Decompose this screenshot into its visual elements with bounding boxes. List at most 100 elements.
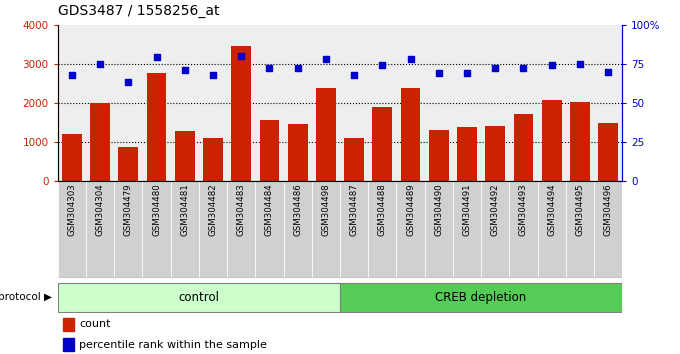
Point (67, 72, 78, 78)
Point (490, 65, 500, 71)
Bar (288, 125, 307, 181)
Bar (114, 25, 143, 181)
Bar (481, 181, 509, 278)
Bar (58, 283, 340, 312)
Bar (429, 130, 449, 181)
Bar (63, 318, 73, 331)
Bar (58, 25, 86, 181)
Bar (284, 25, 312, 181)
Text: percentile rank within the sample: percentile rank within the sample (80, 339, 267, 350)
Text: GSM304483: GSM304483 (237, 183, 245, 236)
Text: GSM304304: GSM304304 (96, 183, 105, 236)
Bar (396, 181, 425, 278)
Bar (86, 25, 114, 181)
Point (207, 72, 218, 78)
Bar (312, 181, 340, 278)
Bar (227, 25, 256, 181)
Point (433, 70, 444, 76)
Bar (538, 25, 566, 181)
Bar (143, 181, 171, 278)
Point (236, 53, 247, 59)
Point (546, 62, 557, 68)
Text: GSM304491: GSM304491 (462, 183, 471, 236)
Point (349, 72, 360, 78)
Bar (58, 181, 86, 278)
Point (462, 70, 473, 76)
Bar (90, 103, 110, 181)
Text: GSM304489: GSM304489 (406, 183, 415, 236)
Text: count: count (80, 319, 111, 330)
Point (602, 69, 613, 74)
Point (264, 65, 275, 71)
Bar (566, 25, 594, 181)
Bar (284, 181, 312, 278)
Bar (425, 181, 453, 278)
Text: GSM304496: GSM304496 (604, 183, 613, 236)
Point (123, 80, 134, 85)
Bar (453, 181, 481, 278)
Bar (425, 25, 453, 181)
Text: CREB depletion: CREB depletion (435, 291, 527, 304)
Bar (340, 283, 622, 312)
Bar (312, 25, 340, 181)
Bar (344, 138, 364, 181)
Text: GSM304479: GSM304479 (124, 183, 133, 236)
Text: protocol ▶: protocol ▶ (0, 292, 52, 302)
Bar (594, 25, 622, 181)
Bar (171, 25, 199, 181)
Bar (513, 114, 533, 181)
Bar (340, 25, 369, 181)
Bar (260, 120, 279, 181)
Text: GSM304487: GSM304487 (350, 183, 358, 236)
Bar (118, 147, 138, 181)
Bar (147, 73, 167, 181)
Text: GSM304484: GSM304484 (265, 183, 274, 236)
Text: GSM304494: GSM304494 (547, 183, 556, 236)
Text: GSM304492: GSM304492 (491, 183, 500, 236)
Point (405, 56, 416, 62)
Text: GSM304488: GSM304488 (378, 183, 387, 236)
Bar (171, 181, 199, 278)
Point (95, 61, 105, 67)
Bar (538, 181, 566, 278)
Bar (453, 25, 481, 181)
Bar (175, 131, 194, 181)
Point (518, 65, 529, 71)
Bar (509, 181, 538, 278)
Text: GSM304486: GSM304486 (293, 183, 302, 236)
Bar (86, 181, 114, 278)
Bar (63, 338, 73, 351)
Bar (542, 99, 562, 181)
Text: GSM304493: GSM304493 (519, 183, 528, 236)
Bar (62, 134, 82, 181)
Bar (401, 88, 420, 181)
Bar (316, 88, 336, 181)
Bar (114, 181, 143, 278)
Bar (509, 25, 538, 181)
Bar (570, 102, 590, 181)
Point (151, 55, 162, 60)
Text: GSM304303: GSM304303 (67, 183, 76, 236)
Bar (481, 25, 509, 181)
Bar (203, 138, 223, 181)
Bar (566, 181, 594, 278)
Bar (457, 127, 477, 181)
Bar (199, 181, 227, 278)
Bar (227, 181, 256, 278)
Point (320, 56, 331, 62)
Bar (340, 181, 369, 278)
Bar (256, 181, 284, 278)
Bar (199, 25, 227, 181)
Text: GSM304490: GSM304490 (435, 183, 443, 236)
Bar (369, 25, 396, 181)
Point (292, 65, 303, 71)
Bar (598, 123, 618, 181)
Bar (594, 181, 622, 278)
Text: GSM304482: GSM304482 (209, 183, 218, 236)
Bar (256, 25, 284, 181)
Text: GSM304498: GSM304498 (322, 183, 330, 236)
Text: control: control (178, 291, 220, 304)
Point (575, 61, 585, 67)
Bar (231, 46, 251, 181)
Text: GDS3487 / 1558256_at: GDS3487 / 1558256_at (58, 4, 219, 18)
